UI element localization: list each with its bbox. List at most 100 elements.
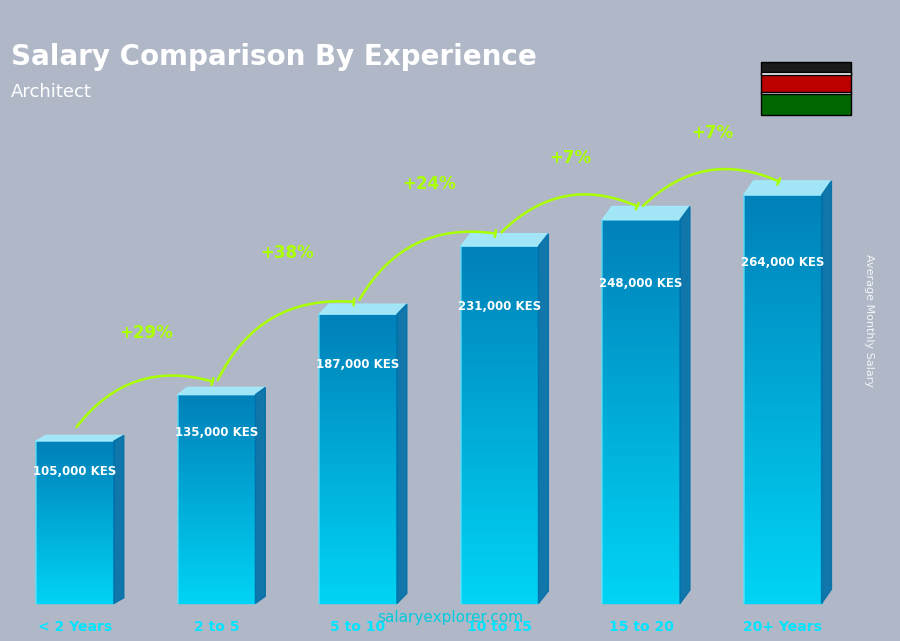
Polygon shape (397, 304, 407, 603)
Bar (36, 496, 114, 498)
Bar (177, 487, 256, 488)
Bar (461, 328, 538, 332)
Bar (461, 500, 538, 503)
Bar (320, 340, 397, 343)
Bar (320, 363, 397, 366)
Bar (177, 483, 256, 485)
Bar (177, 470, 256, 472)
Bar (177, 597, 256, 599)
Bar (602, 442, 680, 446)
Bar (36, 483, 114, 485)
Text: 264,000 KES: 264,000 KES (741, 256, 824, 269)
Bar (36, 511, 114, 513)
Bar (743, 583, 822, 587)
Bar (320, 549, 397, 551)
Bar (320, 551, 397, 554)
Bar (177, 499, 256, 501)
Bar (602, 599, 680, 603)
Bar (602, 481, 680, 485)
Bar (320, 323, 397, 326)
Bar (36, 516, 114, 517)
Bar (320, 557, 397, 560)
Bar (36, 597, 114, 599)
Bar (320, 410, 397, 413)
Bar (743, 587, 822, 591)
Bar (320, 583, 397, 586)
Bar (36, 571, 114, 572)
Bar (320, 317, 397, 320)
Bar (461, 450, 538, 453)
Bar (743, 481, 822, 485)
Bar (602, 266, 680, 270)
Bar (743, 530, 822, 534)
Bar (602, 508, 680, 512)
Bar (177, 560, 256, 562)
Bar (461, 414, 538, 418)
Bar (461, 586, 538, 589)
Bar (177, 524, 256, 526)
Bar (743, 240, 822, 244)
Bar (320, 433, 397, 436)
Bar (461, 482, 538, 486)
Bar (36, 456, 114, 457)
Bar (461, 428, 538, 432)
Polygon shape (36, 435, 124, 441)
Bar (320, 375, 397, 378)
Bar (602, 312, 680, 316)
Bar (177, 581, 256, 583)
Bar (36, 576, 114, 578)
Bar (602, 388, 680, 392)
Bar (36, 542, 114, 544)
Bar (602, 231, 680, 235)
Bar (36, 568, 114, 569)
Bar (177, 457, 256, 460)
Bar (743, 473, 822, 477)
Bar (177, 449, 256, 451)
Bar (602, 289, 680, 293)
Bar (36, 469, 114, 470)
Bar (320, 360, 397, 363)
Bar (461, 578, 538, 582)
Bar (36, 595, 114, 597)
Bar (743, 367, 822, 370)
Bar (602, 588, 680, 592)
Bar (461, 521, 538, 525)
Bar (177, 440, 256, 443)
Bar (36, 535, 114, 537)
Bar (177, 478, 256, 480)
Bar (743, 277, 822, 281)
Bar (461, 593, 538, 596)
Bar (602, 423, 680, 427)
Bar (461, 346, 538, 350)
Bar (177, 413, 256, 415)
Bar (602, 592, 680, 596)
Bar (36, 488, 114, 490)
Bar (177, 585, 256, 587)
Polygon shape (461, 234, 548, 246)
Text: 10 to 15: 10 to 15 (467, 620, 532, 634)
Bar (602, 485, 680, 488)
Bar (461, 468, 538, 471)
Bar (743, 489, 822, 493)
Bar (743, 289, 822, 293)
Bar (743, 420, 822, 424)
Bar (36, 492, 114, 493)
Bar (177, 395, 256, 397)
Bar (743, 195, 822, 199)
Bar (177, 424, 256, 426)
Bar (602, 224, 680, 228)
Bar (177, 472, 256, 474)
Bar (36, 566, 114, 568)
Bar (461, 421, 538, 425)
Bar (461, 439, 538, 443)
Bar (743, 497, 822, 501)
Bar (461, 407, 538, 410)
Bar (36, 493, 114, 495)
Bar (743, 510, 822, 513)
Bar (602, 519, 680, 523)
Bar (602, 320, 680, 324)
Bar (461, 443, 538, 446)
Bar (602, 550, 680, 554)
Text: 187,000 KES: 187,000 KES (317, 358, 400, 370)
Bar (177, 564, 256, 566)
